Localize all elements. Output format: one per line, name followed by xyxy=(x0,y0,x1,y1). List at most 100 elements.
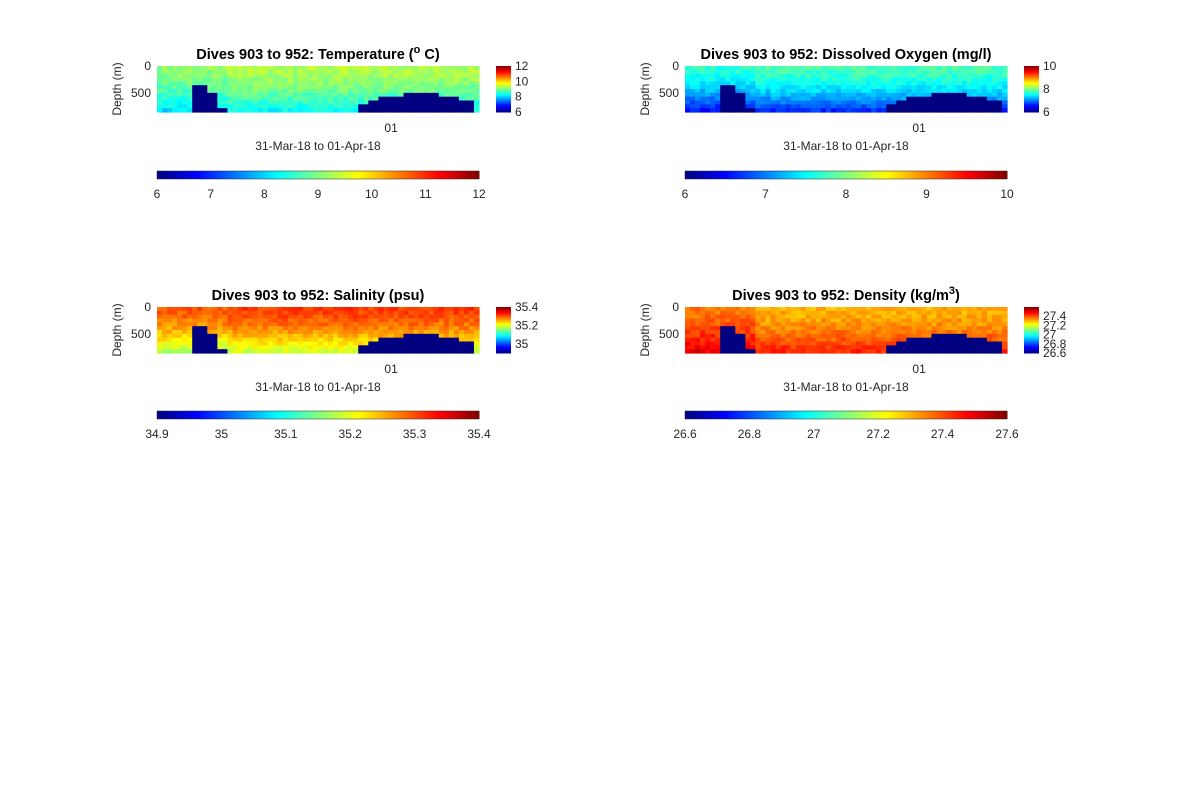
heatmap-cell xyxy=(740,89,746,94)
heatmap-cell xyxy=(705,92,711,98)
heatmap-cell xyxy=(167,322,173,327)
heatmap-cell xyxy=(242,96,249,102)
heatmap-cell xyxy=(735,73,741,79)
heatmap-cell xyxy=(458,69,465,75)
heatmap-cell xyxy=(840,100,847,105)
heatmap-cell xyxy=(212,318,218,323)
heatmap-cell xyxy=(468,108,475,113)
heatmap-cell xyxy=(790,307,797,312)
heatmap-cell xyxy=(473,100,480,105)
heatmap-cell xyxy=(448,341,455,346)
heatmap-cell xyxy=(252,337,259,343)
heatmap-cell xyxy=(272,104,279,109)
heatmap-cell xyxy=(192,341,198,346)
heatmap-cell xyxy=(780,104,787,109)
heatmap-cell xyxy=(458,66,465,71)
heatmap-cell xyxy=(453,89,460,94)
heatmap-cell xyxy=(795,73,802,79)
heatmap-cell xyxy=(735,322,741,327)
heatmap-cell xyxy=(463,89,470,94)
heatmap-cell xyxy=(318,349,324,354)
heatmap-cell xyxy=(368,81,374,86)
colorbar-swatch xyxy=(918,171,923,179)
colorbar-swatch xyxy=(261,171,267,179)
heatmap-cell xyxy=(715,96,721,102)
heatmap-cell xyxy=(700,66,706,71)
heatmap-cell xyxy=(468,330,475,335)
colorbar-swatch xyxy=(273,411,279,419)
heatmap-cell xyxy=(232,333,239,339)
heatmap-cell xyxy=(810,108,817,113)
colorbar-swatch xyxy=(281,171,287,179)
heatmap-cell xyxy=(815,96,822,102)
heatmap-cell xyxy=(403,66,410,71)
heatmap-cell xyxy=(182,326,188,331)
heatmap-cell xyxy=(262,85,269,90)
colorbar-swatch xyxy=(1024,325,1039,328)
y-axis-label: Depth (m) xyxy=(638,303,652,356)
heatmap-cell xyxy=(805,108,812,113)
heatmap-cell xyxy=(353,92,359,98)
heatmap-cell xyxy=(272,310,279,316)
heatmap-cell xyxy=(881,341,887,346)
heatmap-cell xyxy=(725,326,731,331)
heatmap-cell xyxy=(353,337,359,343)
heatmap-cell xyxy=(830,104,837,109)
side-colorbar-tick-label: 26.8 xyxy=(1043,337,1067,351)
heatmap-cell xyxy=(685,92,691,98)
heatmap-cell xyxy=(876,314,882,320)
heatmap-cell xyxy=(835,337,842,343)
heatmap-cell xyxy=(715,104,721,109)
heatmap-cell xyxy=(871,341,877,346)
heatmap-cell xyxy=(745,81,752,86)
heatmap-cell xyxy=(222,81,229,86)
heatmap-cell xyxy=(971,96,978,102)
heatmap-cell xyxy=(282,330,289,335)
heatmap-cell xyxy=(790,81,797,86)
heatmap-cell xyxy=(433,314,440,320)
heatmap-cell xyxy=(785,96,792,102)
colorbar-swatch xyxy=(1024,67,1039,69)
heatmap-cell xyxy=(790,314,797,320)
horizontal-colorbar-tick-label: 35 xyxy=(215,427,229,441)
colorbar-swatch xyxy=(1024,69,1039,72)
colorbar-swatch xyxy=(966,411,972,419)
heatmap-cell xyxy=(991,345,998,350)
heatmap-cell xyxy=(871,73,877,79)
heatmap-cell xyxy=(765,89,772,94)
heatmap-cell xyxy=(287,89,294,94)
heatmap-cell xyxy=(825,96,832,102)
heatmap-cell xyxy=(720,322,726,327)
heatmap-cell xyxy=(463,73,470,79)
heatmap-cell xyxy=(262,92,269,98)
heatmap-cell xyxy=(956,96,963,102)
heatmap-cell xyxy=(881,349,887,354)
heatmap-cell xyxy=(735,96,741,102)
heatmap-cell xyxy=(846,92,852,98)
heatmap-cell xyxy=(886,349,892,354)
heatmap-cell xyxy=(896,337,902,343)
colorbar-swatch xyxy=(418,171,424,179)
heatmap-cells xyxy=(157,66,480,113)
heatmap-cell xyxy=(297,345,304,350)
heatmap-cell xyxy=(951,100,958,105)
heatmap-cell xyxy=(192,96,198,102)
side-colorbar-tick-label: 35 xyxy=(515,337,529,351)
colorbar-swatch xyxy=(1024,311,1039,314)
heatmap-cell xyxy=(338,108,344,113)
heatmap-cell xyxy=(307,349,314,354)
heatmap-cell xyxy=(996,330,1003,335)
heatmap-cell xyxy=(307,318,314,323)
heatmap-cell xyxy=(403,333,410,339)
heatmap-cell xyxy=(800,310,807,316)
heatmap-cell xyxy=(358,100,364,105)
heatmap-cell xyxy=(212,322,218,327)
heatmap-cell xyxy=(202,330,208,335)
heatmap-cell xyxy=(358,310,364,316)
heatmap-cell xyxy=(418,307,425,312)
heatmap-cell xyxy=(373,85,379,90)
heatmap-cell xyxy=(1001,326,1008,331)
heatmap-cell xyxy=(418,310,425,316)
heatmap-cell xyxy=(830,333,837,339)
heatmap-cell xyxy=(403,100,410,105)
